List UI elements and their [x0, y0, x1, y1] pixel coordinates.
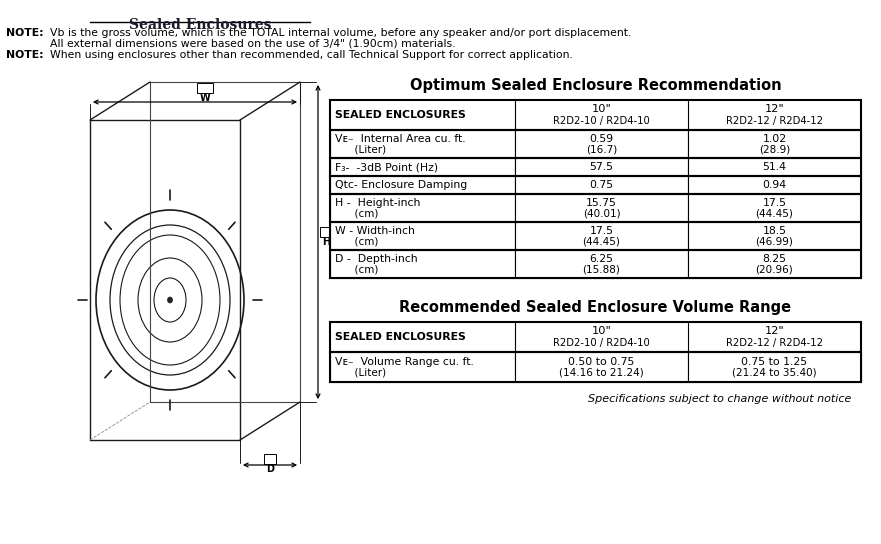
- Bar: [688, 194, 861, 222]
- Text: 0.59: 0.59: [589, 134, 613, 144]
- Bar: [688, 352, 861, 382]
- Bar: [320, 227, 332, 237]
- Text: SEALED ENCLOSURES: SEALED ENCLOSURES: [335, 332, 466, 342]
- Text: (21.24 to 35.40): (21.24 to 35.40): [732, 367, 817, 378]
- Text: 51.4: 51.4: [762, 162, 787, 172]
- Text: D -  Depth-inch: D - Depth-inch: [335, 254, 418, 264]
- Text: 0.94: 0.94: [762, 180, 787, 190]
- Bar: [330, 130, 861, 158]
- Text: R2D2-10 / R2D4-10: R2D2-10 / R2D4-10: [553, 116, 650, 126]
- Bar: [330, 194, 861, 222]
- Text: (44.45): (44.45): [582, 236, 620, 246]
- Bar: [515, 130, 688, 158]
- Bar: [330, 130, 515, 158]
- Bar: [264, 454, 276, 464]
- Text: (16.7): (16.7): [586, 144, 617, 154]
- Bar: [330, 176, 861, 194]
- Text: (46.99): (46.99): [756, 236, 794, 246]
- Text: 12": 12": [765, 104, 784, 114]
- Text: 57.5: 57.5: [589, 162, 613, 172]
- Ellipse shape: [167, 297, 173, 303]
- Bar: [515, 250, 688, 278]
- Text: 0.75 to 1.25: 0.75 to 1.25: [742, 357, 808, 367]
- Bar: [688, 250, 861, 278]
- Text: 1.02: 1.02: [762, 134, 787, 144]
- Bar: [515, 158, 688, 176]
- Text: Vᴇ₋  Internal Area cu. ft.: Vᴇ₋ Internal Area cu. ft.: [335, 134, 466, 144]
- Text: SEALED ENCLOSURES: SEALED ENCLOSURES: [335, 110, 466, 120]
- Text: Vᴇ₋  Volume Range cu. ft.: Vᴇ₋ Volume Range cu. ft.: [335, 357, 474, 367]
- Text: R2D2-10 / R2D4-10: R2D2-10 / R2D4-10: [553, 338, 650, 348]
- Text: (cm): (cm): [335, 208, 378, 218]
- Text: (28.9): (28.9): [759, 144, 790, 154]
- Bar: [330, 352, 515, 382]
- Bar: [688, 176, 861, 194]
- Text: NOTE:: NOTE:: [6, 50, 44, 60]
- Text: W - Width-inch: W - Width-inch: [335, 226, 415, 236]
- Bar: [330, 194, 515, 222]
- Text: Qtc- Enclosure Damping: Qtc- Enclosure Damping: [335, 180, 467, 190]
- Bar: [330, 250, 861, 278]
- Bar: [330, 158, 515, 176]
- Bar: [688, 130, 861, 158]
- Bar: [515, 194, 688, 222]
- Text: (15.88): (15.88): [582, 264, 620, 274]
- Text: 6.25: 6.25: [589, 254, 613, 264]
- Text: (Liter): (Liter): [335, 367, 386, 378]
- Text: (cm): (cm): [335, 264, 378, 274]
- Text: 15.75: 15.75: [586, 198, 617, 208]
- Bar: [330, 100, 861, 130]
- Text: All external dimensions were based on the use of 3/4" (1.90cm) materials.: All external dimensions were based on th…: [50, 39, 455, 49]
- Text: (20.96): (20.96): [756, 264, 794, 274]
- Text: 0.50 to 0.75: 0.50 to 0.75: [568, 357, 634, 367]
- Bar: [330, 352, 861, 382]
- Text: (14.16 to 21.24): (14.16 to 21.24): [559, 367, 644, 378]
- Text: (40.01): (40.01): [582, 208, 620, 218]
- Text: 18.5: 18.5: [762, 226, 787, 236]
- Text: 17.5: 17.5: [762, 198, 787, 208]
- Text: Specifications subject to change without notice: Specifications subject to change without…: [588, 394, 851, 404]
- Text: 10": 10": [591, 104, 611, 114]
- Text: Recommended Sealed Enclosure Volume Range: Recommended Sealed Enclosure Volume Rang…: [399, 300, 791, 315]
- Text: NOTE:: NOTE:: [6, 28, 44, 38]
- Bar: [197, 83, 213, 93]
- Bar: [330, 222, 515, 250]
- Text: 12": 12": [765, 326, 784, 336]
- Bar: [330, 250, 515, 278]
- Bar: [330, 176, 515, 194]
- Bar: [330, 222, 861, 250]
- Text: 0.75: 0.75: [589, 180, 613, 190]
- Text: H: H: [322, 237, 330, 247]
- Text: When using enclosures other than recommended, call Technical Support for correct: When using enclosures other than recomme…: [50, 50, 573, 60]
- Text: (44.45): (44.45): [756, 208, 794, 218]
- Bar: [330, 158, 861, 176]
- Text: 17.5: 17.5: [589, 226, 613, 236]
- Text: (cm): (cm): [335, 236, 378, 246]
- Bar: [688, 222, 861, 250]
- Text: W: W: [200, 93, 211, 103]
- Text: Sealed Enclosures: Sealed Enclosures: [129, 18, 271, 32]
- Bar: [688, 158, 861, 176]
- Text: 8.25: 8.25: [762, 254, 787, 264]
- Text: F₃-  -3dB Point (Hz): F₃- -3dB Point (Hz): [335, 162, 438, 172]
- Bar: [515, 352, 688, 382]
- Text: Optimum Sealed Enclosure Recommendation: Optimum Sealed Enclosure Recommendation: [410, 78, 781, 93]
- Bar: [515, 176, 688, 194]
- Text: (Liter): (Liter): [335, 144, 386, 154]
- Text: H -  Height-inch: H - Height-inch: [335, 198, 420, 208]
- Text: Vb is the gross volume, which is the TOTAL internal volume, before any speaker a: Vb is the gross volume, which is the TOT…: [50, 28, 632, 38]
- Text: R2D2-12 / R2D4-12: R2D2-12 / R2D4-12: [726, 116, 823, 126]
- Bar: [330, 322, 861, 352]
- Bar: [515, 222, 688, 250]
- Text: 10": 10": [591, 326, 611, 336]
- Text: R2D2-12 / R2D4-12: R2D2-12 / R2D4-12: [726, 338, 823, 348]
- Text: D: D: [266, 464, 274, 474]
